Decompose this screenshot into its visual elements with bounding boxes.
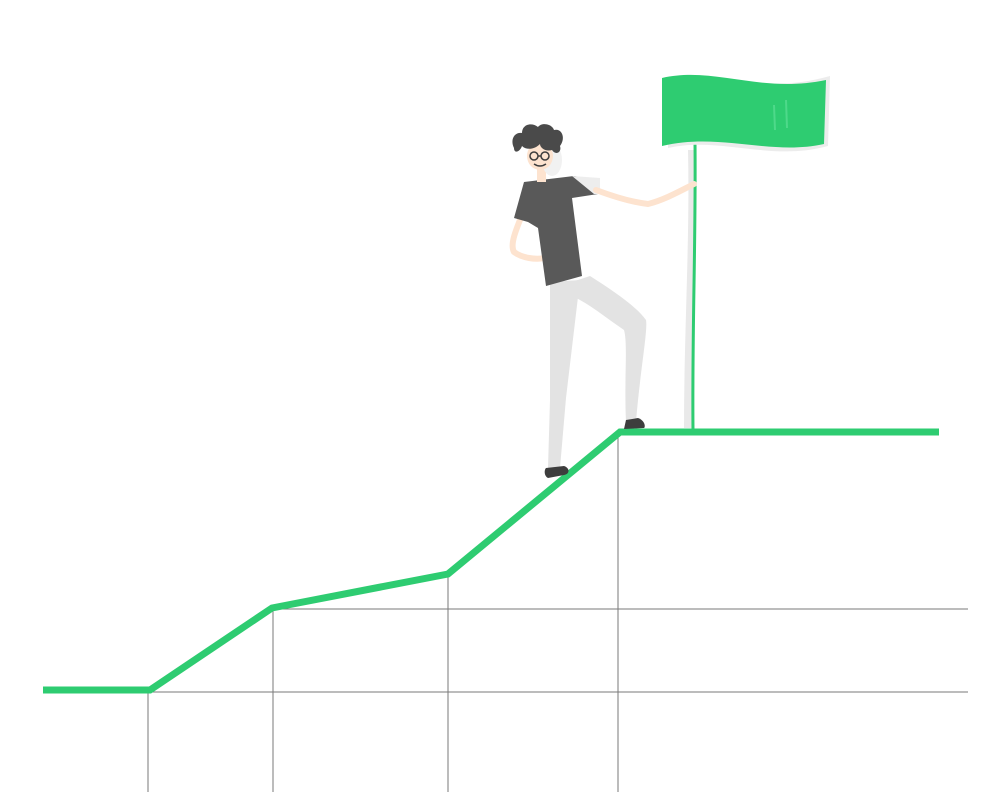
flag-icon [662,74,830,431]
flag-cloth [662,74,826,148]
person-right-arm [593,181,697,208]
flag-fold-mark [773,99,788,131]
person-icon [509,124,697,478]
person-shirt-shadow [572,176,600,194]
flag-pole [691,141,697,431]
person-back-shoe [544,466,569,478]
person-left-arm [509,212,547,262]
person-hair [512,124,563,153]
person-smile [533,163,547,167]
person-back-leg [548,280,580,468]
flag-pole-shadow [684,150,694,428]
person-front-leg [572,276,647,422]
person-neck [537,168,546,182]
person-shirt [514,176,598,286]
person-glasses [529,151,550,161]
grid [147,432,968,792]
person-front-shoe [624,418,645,429]
rising-path-line [43,428,939,694]
